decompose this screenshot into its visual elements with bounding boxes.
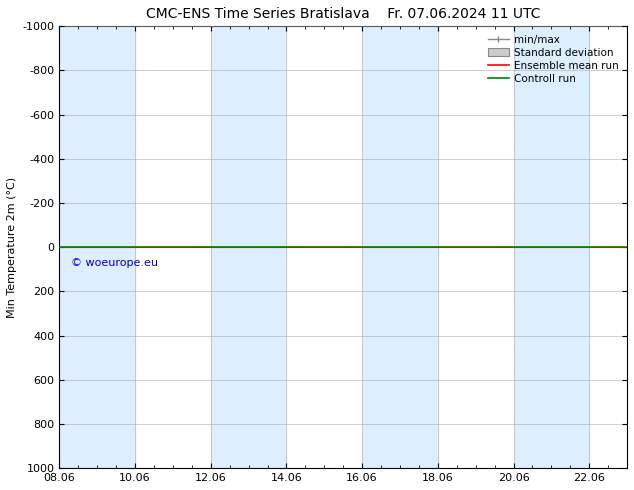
Text: © woeurope.eu: © woeurope.eu bbox=[71, 258, 158, 269]
Legend: min/max, Standard deviation, Ensemble mean run, Controll run: min/max, Standard deviation, Ensemble me… bbox=[485, 31, 622, 87]
Y-axis label: Min Temperature 2m (°C): Min Temperature 2m (°C) bbox=[7, 177, 17, 318]
Bar bbox=[362, 26, 438, 468]
Title: CMC-ENS Time Series Bratislava    Fr. 07.06.2024 11 UTC: CMC-ENS Time Series Bratislava Fr. 07.06… bbox=[146, 7, 540, 21]
Bar bbox=[60, 26, 135, 468]
Bar bbox=[514, 26, 589, 468]
Bar bbox=[210, 26, 287, 468]
